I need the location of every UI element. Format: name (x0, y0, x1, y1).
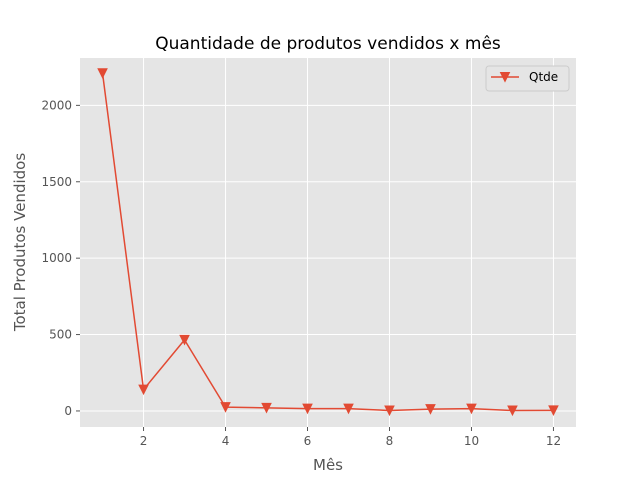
plot-area (80, 58, 576, 427)
data-point-marker (384, 405, 395, 417)
data-point-marker (179, 334, 190, 346)
x-tick-label: 2 (140, 434, 148, 448)
series-line (101, 73, 554, 412)
series-layer (97, 68, 559, 417)
y-tick-label: 500 (49, 328, 72, 342)
y-tick-label: 0 (64, 404, 72, 418)
data-point-marker (97, 68, 108, 79)
data-point-marker (507, 405, 518, 417)
x-tick-label: 10 (464, 434, 479, 448)
y-axis-label: Total Produtos Vendidos (11, 153, 29, 332)
data-point-marker (302, 403, 313, 415)
x-axis-ticks: 2 4 6 8 10 12 (140, 427, 561, 448)
x-tick-label: 12 (546, 434, 561, 448)
data-point-marker (548, 405, 559, 416)
legend-marker (499, 72, 511, 83)
x-tick-label: 6 (304, 434, 312, 448)
y-axis-ticks: 0 500 1000 1500 2000 (41, 98, 80, 418)
data-point-marker (343, 403, 354, 415)
y-tick-label: 1000 (41, 251, 72, 265)
legend: Qtde (485, 65, 570, 92)
x-tick-label: 4 (222, 434, 230, 448)
chart-title: Quantidade de produtos vendidos x mês (155, 34, 501, 54)
x-axis-label: Mês (313, 456, 343, 474)
legend-label: Qtde (529, 70, 558, 84)
data-point-marker (425, 404, 436, 415)
x-tick-label: 8 (386, 434, 394, 448)
y-tick-label: 2000 (41, 98, 72, 112)
data-point-marker (261, 402, 272, 414)
data-point-marker (138, 384, 149, 396)
grid (80, 58, 576, 427)
data-point-marker (466, 403, 477, 415)
y-tick-label: 1500 (41, 175, 72, 189)
data-point-marker (220, 402, 231, 413)
